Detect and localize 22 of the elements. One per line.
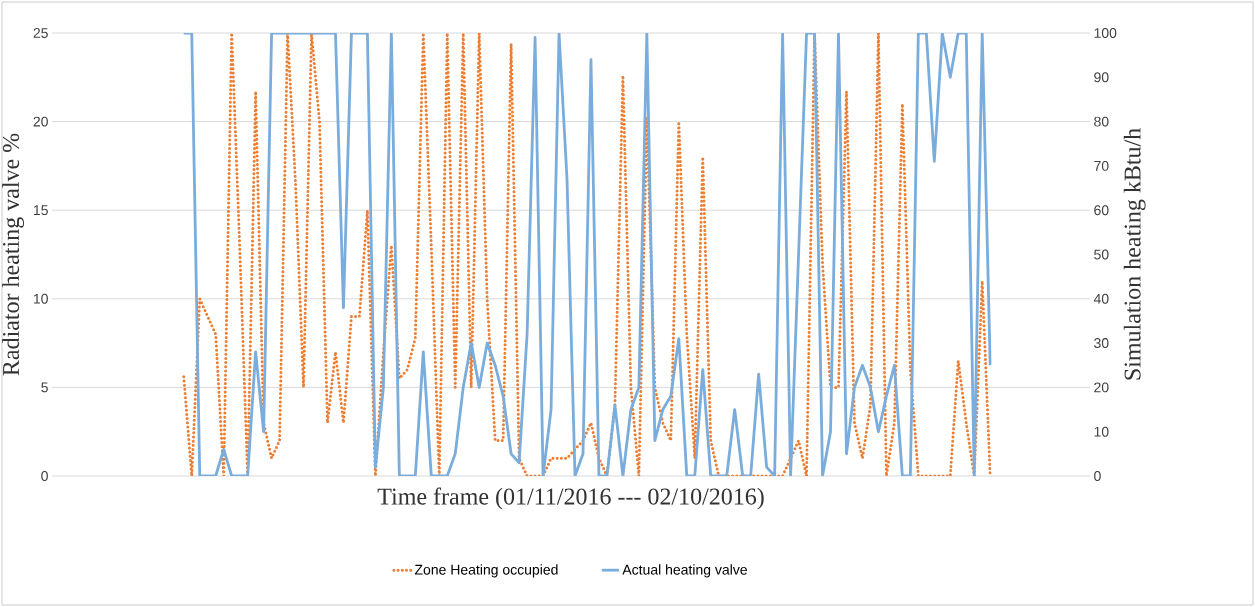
legend-label: Zone Heating occupied xyxy=(414,564,558,578)
y2-tick-label: 50 xyxy=(1094,249,1109,260)
x-axis-title: Time frame (01/11/2016 --- 02/10/2016) xyxy=(377,487,764,510)
y-tick-label: 0 xyxy=(41,471,48,481)
y-axis-title: Radiator heating valve % xyxy=(2,133,25,376)
y-tick-label: 10 xyxy=(33,293,48,304)
y2-tick-label: 40 xyxy=(1093,293,1109,304)
y-tick-label: 20 xyxy=(33,116,48,127)
y2-tick-label: 20 xyxy=(1094,382,1109,393)
legend-label: Actual heating valve xyxy=(622,564,747,578)
y-tick-label: 25 xyxy=(33,28,48,38)
y2-tick-label: 0 xyxy=(1094,471,1101,481)
y2-tick-label: 60 xyxy=(1094,205,1109,216)
y2-tick-label: 100 xyxy=(1094,28,1117,38)
y-tick-label: 5 xyxy=(41,382,48,393)
y2-tick-label: 70 xyxy=(1094,160,1109,171)
y2-axis-title: Simulation heating kBtu/h xyxy=(1123,128,1146,380)
y2-tick-label: 10 xyxy=(1094,426,1109,437)
y2-tick-label: 30 xyxy=(1094,338,1109,349)
y2-tick-label: 90 xyxy=(1094,72,1109,83)
y-tick-label: 15 xyxy=(33,205,48,216)
y2-tick-label: 80 xyxy=(1094,116,1109,127)
